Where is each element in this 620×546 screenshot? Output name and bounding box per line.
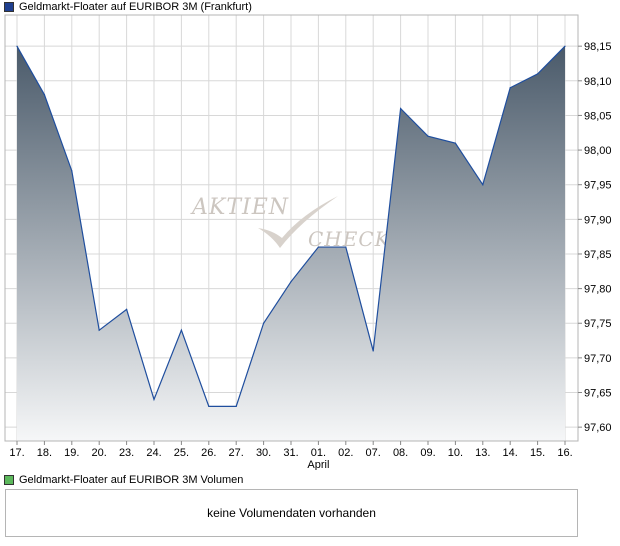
y-tick-label: 97,75 — [584, 318, 612, 330]
data-point — [482, 184, 484, 186]
watermark: AKTIEN CHECK — [190, 195, 390, 251]
y-tick-label: 98,00 — [584, 145, 612, 157]
x-tick-label: 15. — [530, 447, 545, 459]
price-chart: AKTIEN CHECK 98,15 98,10 98,05 98,00 97,95 97… — [4, 14, 612, 470]
data-point — [126, 308, 128, 310]
y-tick-label: 97,60 — [584, 422, 612, 434]
y-axis: 98,15 98,10 98,05 98,00 97,95 97,90 97,85 97,80… — [578, 41, 612, 434]
y-tick-label: 97,65 — [584, 388, 612, 400]
y-tick-label: 98,15 — [584, 41, 612, 53]
x-tick-label: 27. — [229, 447, 244, 459]
data-point — [509, 87, 511, 89]
volume-legend-label: Geldmarkt-Floater auf EURIBOR 3M Volumen — [19, 474, 244, 486]
y-tick-label: 97,80 — [584, 284, 612, 296]
watermark-line1: AKTIEN — [190, 195, 289, 220]
x-tick-label: 24. — [146, 447, 161, 459]
x-tick-label: 18. — [37, 447, 52, 459]
data-point — [317, 246, 319, 248]
data-point — [537, 73, 539, 75]
x-tick-label: 09. — [420, 447, 435, 459]
y-tick-label: 97,85 — [584, 249, 612, 261]
data-point — [454, 142, 456, 144]
price-area — [17, 46, 565, 442]
volume-legend: Geldmarkt-Floater auf EURIBOR 3M Volumen — [4, 473, 243, 487]
x-tick-label: 07. — [366, 447, 381, 459]
x-month-label: April — [307, 459, 329, 470]
volume-panel: keine Volumendaten vorhanden — [5, 489, 578, 537]
x-tick-label: 19. — [64, 447, 79, 459]
data-point — [564, 45, 566, 47]
data-point — [43, 94, 46, 96]
data-point — [180, 329, 182, 331]
y-tick-label: 97,70 — [584, 353, 612, 365]
price-legend-label: Geldmarkt-Floater auf EURIBOR 3M (Frankf… — [19, 1, 252, 13]
y-tick-label: 98,05 — [584, 110, 612, 122]
data-point — [427, 135, 429, 137]
y-tick-label: 97,95 — [584, 180, 612, 192]
data-point — [153, 398, 155, 401]
x-tick-label: 30. — [256, 447, 271, 459]
price-legend: Geldmarkt-Floater auf EURIBOR 3M (Frankf… — [4, 0, 252, 14]
x-tick-label: 08. — [393, 447, 408, 459]
data-point — [16, 45, 18, 47]
data-point — [98, 329, 100, 331]
x-tick-label: 31. — [283, 447, 298, 459]
x-axis: 17. 18. 19. 20. 23. 24. 25. 26. 27. 30. 31. 01. 02. 0… — [9, 441, 573, 470]
x-tick-label: 25. — [174, 447, 189, 459]
data-point — [208, 405, 210, 407]
x-tick-label: 02. — [338, 447, 353, 459]
x-tick-label: 01. — [311, 447, 326, 459]
x-tick-label: 13. — [475, 447, 490, 459]
x-tick-label: 20. — [92, 447, 107, 459]
x-tick-label: 14. — [503, 447, 518, 459]
data-point — [235, 405, 237, 407]
volume-empty-message: keine Volumendaten vorhanden — [207, 506, 376, 520]
data-point — [263, 322, 265, 324]
x-tick-label: 23. — [119, 447, 134, 459]
y-tick-label: 98,10 — [584, 76, 612, 88]
data-point — [400, 107, 402, 110]
y-tick-label: 97,90 — [584, 214, 612, 226]
data-point — [290, 281, 292, 283]
x-tick-label: 16. — [557, 447, 572, 459]
x-tick-label: 17. — [9, 447, 24, 459]
data-point — [345, 246, 347, 248]
volume-legend-swatch — [4, 475, 14, 485]
watermark-check-icon — [258, 196, 338, 248]
price-legend-swatch — [4, 2, 14, 12]
data-point — [71, 170, 73, 172]
x-tick-label: 10. — [448, 447, 463, 459]
x-tick-label: 26. — [201, 447, 216, 459]
data-point — [372, 350, 374, 352]
